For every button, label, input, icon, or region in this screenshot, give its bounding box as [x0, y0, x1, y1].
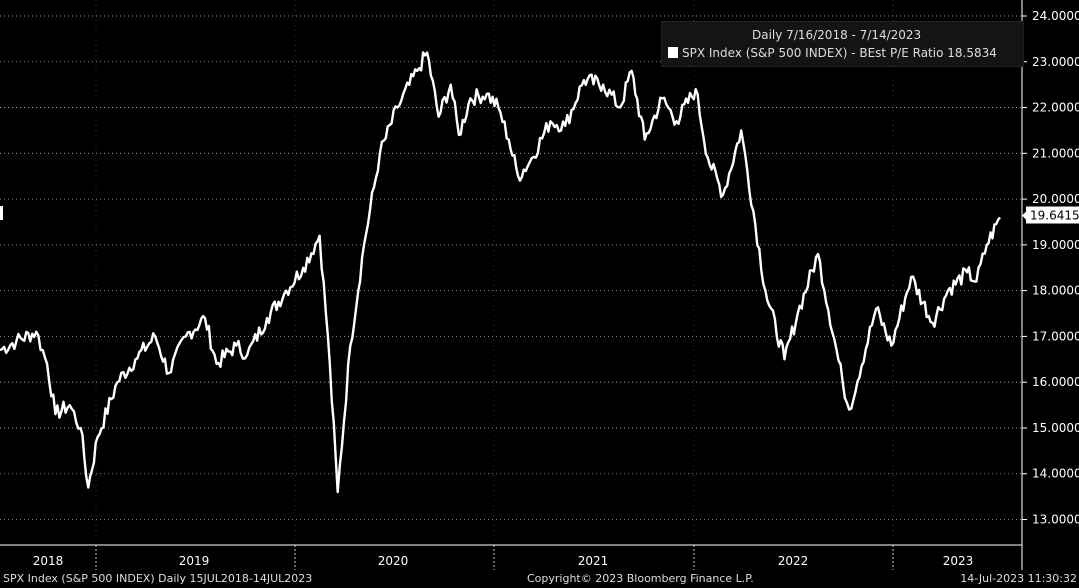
last-value-pointer	[1022, 210, 1027, 221]
y-tick-label: 20.0000	[1032, 192, 1079, 206]
plot-area: 13.0000 14.0000 15.0000 16.0000 17.0000 18.00…	[0, 0, 1079, 570]
x-tick-label: 2023	[943, 554, 974, 568]
last-value-label: 19.6415	[1030, 209, 1079, 223]
x-tick-label: 2021	[578, 554, 609, 568]
y-tick-label: 17.0000	[1032, 329, 1079, 343]
y-tick-label: 13.0000	[1032, 513, 1079, 527]
y-tick-label: 14.0000	[1032, 467, 1079, 481]
legend: Daily 7/16/2018 - 7/14/2023 SPX Index (S…	[661, 21, 1024, 67]
footer-timestamp: 14-Jul-2023 11:30:32	[960, 572, 1077, 585]
footer-copyright: Copyright© 2023 Bloomberg Finance L.P.	[527, 572, 754, 585]
pe-ratio-series-line	[0, 51, 1001, 494]
x-tick-label: 2022	[778, 554, 809, 568]
legend-entry: SPX Index (S&P 500 INDEX) - BEst P/E Rat…	[668, 46, 997, 60]
legend-period: Daily 7/16/2018 - 7/14/2023	[752, 28, 922, 42]
footer-security: SPX Index (S&P 500 INDEX) Daily 15JUL201…	[3, 572, 313, 585]
footer-bar: SPX Index (S&P 500 INDEX) Daily 15JUL201…	[0, 570, 1079, 588]
current-value-marker	[0, 206, 3, 220]
last-value-box	[1026, 206, 1079, 224]
y-tick-label: 24.0000	[1032, 9, 1079, 23]
y-tick-label: 21.0000	[1032, 146, 1079, 160]
y-tick-label: 19.0000	[1032, 238, 1079, 252]
legend-series-label: SPX Index (S&P 500 INDEX) - BEst P/E Rat…	[682, 46, 997, 60]
x-tick-label: 2019	[179, 554, 210, 568]
pe-ratio-chart: 13.0000 14.0000 15.0000 16.0000 17.0000 18.00…	[0, 0, 1079, 570]
legend-swatch	[668, 47, 678, 58]
y-tick-label: 15.0000	[1032, 421, 1079, 435]
x-tick-label: 2018	[33, 554, 64, 568]
y-tick-label: 23.0000	[1032, 55, 1079, 69]
y-tick-label: 16.0000	[1032, 375, 1079, 389]
x-tick-label: 2020	[378, 554, 409, 568]
y-tick-label: 22.0000	[1032, 101, 1079, 115]
y-tick-label: 18.0000	[1032, 284, 1079, 298]
